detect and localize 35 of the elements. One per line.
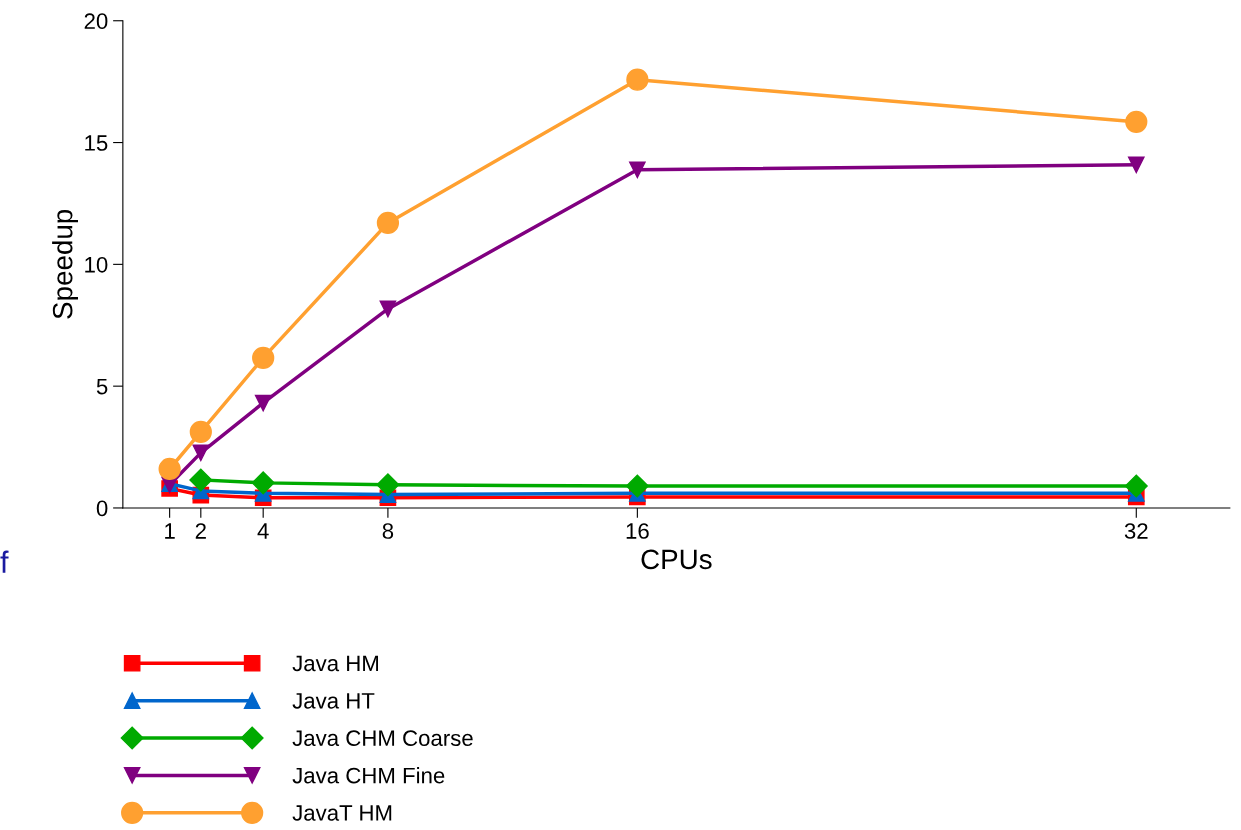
point	[252, 346, 275, 370]
point	[189, 468, 213, 492]
x-tick-label: 4	[257, 523, 269, 539]
point	[1127, 156, 1145, 174]
legend-label: Java HT	[292, 693, 375, 709]
point	[376, 473, 400, 497]
point	[629, 161, 646, 179]
point	[1124, 474, 1148, 498]
legend-label: Java HM	[292, 655, 378, 672]
x-tick-label: 1	[165, 523, 175, 539]
x-axis-title: CPUs	[641, 549, 712, 570]
x-tick-label: 16	[626, 523, 649, 539]
point	[379, 300, 397, 318]
point	[254, 394, 272, 412]
point	[376, 211, 400, 235]
point	[192, 444, 210, 462]
point	[626, 68, 649, 91]
x-tick-label: 32	[1124, 523, 1148, 539]
y-axis-title: Speedup	[52, 209, 78, 319]
y-tick-label: 20	[84, 13, 108, 30]
legend-label: Java CHM Coarse	[292, 730, 473, 747]
text: f	[0, 550, 9, 573]
x-tick-label: 8	[382, 523, 394, 539]
point	[251, 471, 275, 495]
y-tick-label: 10	[85, 256, 108, 273]
point	[189, 420, 212, 444]
legend-label: Java CHM Fine	[292, 767, 445, 784]
x-tick-label: 2	[195, 523, 206, 539]
legend-label: JavaT HM	[292, 805, 392, 821]
point	[158, 457, 181, 481]
y-tick-label: 0	[96, 500, 108, 517]
point	[625, 474, 649, 498]
y-tick-label: 15	[85, 135, 108, 151]
y-tick-label: 5	[96, 378, 108, 395]
point	[1125, 110, 1148, 133]
